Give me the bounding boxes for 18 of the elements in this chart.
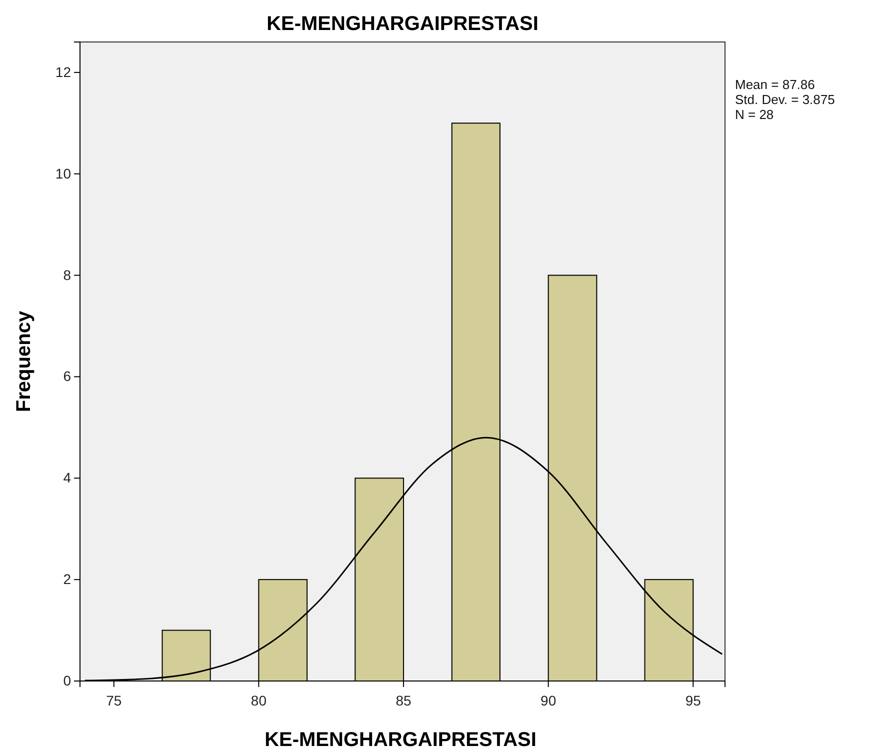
x-axis-title: KE-MENGHARGAIPRESTASI [264,729,536,751]
y-tick-label: 2 [63,571,72,588]
y-tick-label: 10 [55,165,72,182]
x-tick-label: 85 [396,692,412,708]
x-tick-label: 80 [250,692,267,708]
text: N = 28 [735,107,774,122]
text: Mean = 87.86 [735,77,815,92]
y-tick-label: 8 [63,266,72,283]
x-tick-label: 90 [540,692,556,708]
chart-title: KE-MENGHARGAIPRESTASI [266,13,538,35]
y-tick-label: 4 [63,470,72,486]
text: Std. Dev. = 3.875 [735,92,835,107]
x-tick-label: 75 [106,692,122,708]
y-tick-label: 0 [63,672,72,688]
y-tick-label: 12 [55,64,72,80]
x-tick-label: 95 [685,692,702,708]
y-tick-label: 6 [63,368,72,384]
y-axis-title: Frequency [13,310,35,412]
